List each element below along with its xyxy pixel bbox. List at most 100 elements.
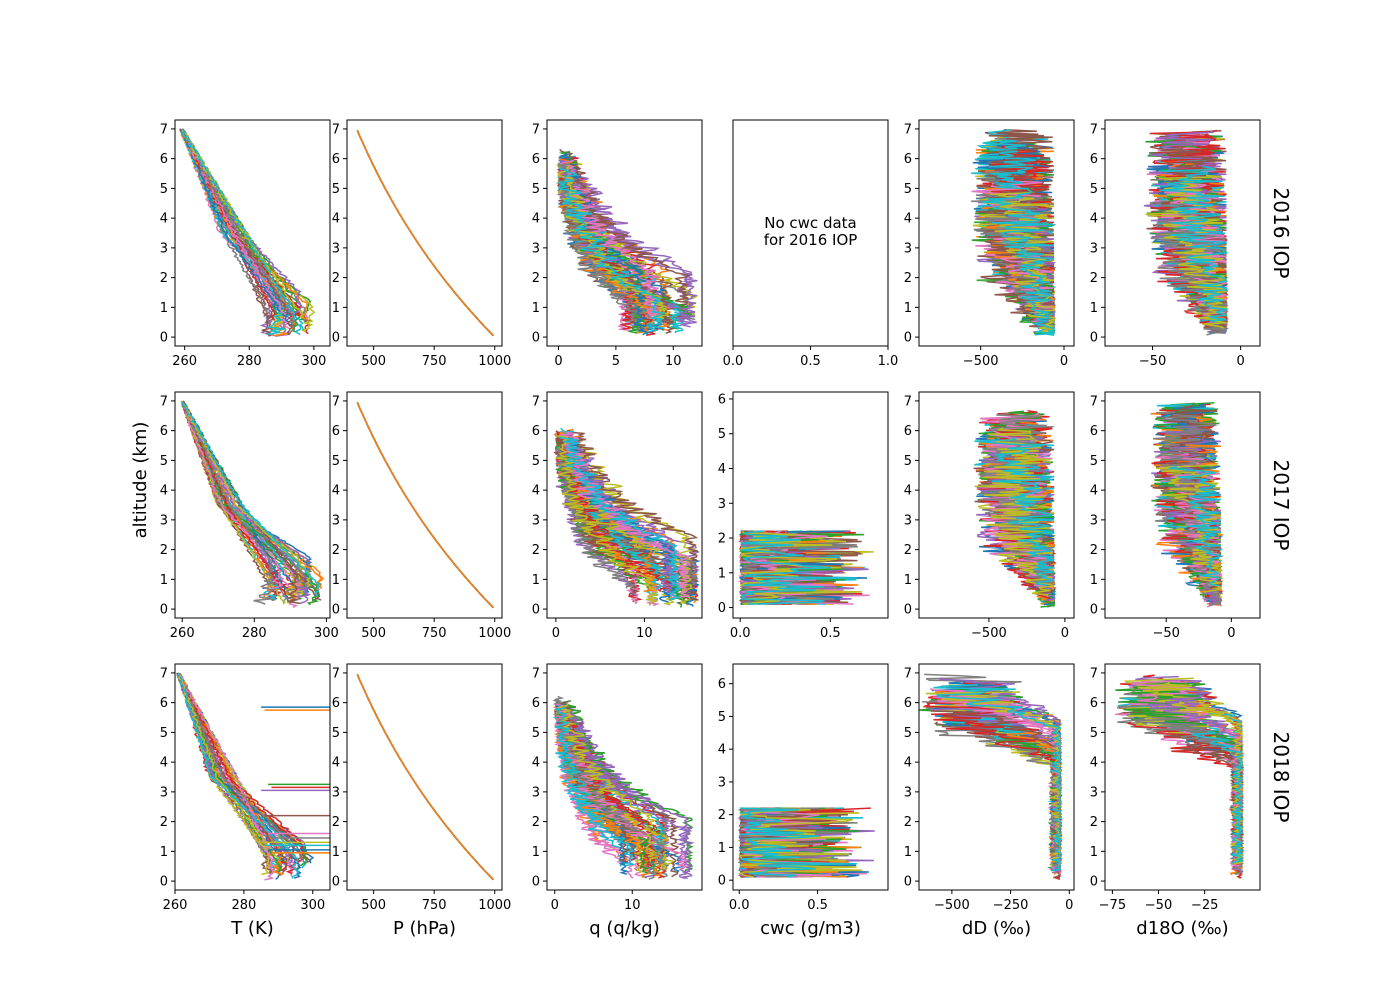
y-tick-label: 7 — [1090, 122, 1098, 137]
series-line — [925, 691, 1063, 865]
y-tick-label: 4 — [332, 212, 340, 227]
y-tick-label: 0 — [160, 603, 168, 618]
y-tick-label: 3 — [160, 241, 168, 256]
panel-2016-iop-p: 500 750 1000 0 1 2 3 4 5 6 7 — [332, 119, 511, 369]
series-group — [737, 807, 875, 878]
x-tick-label: 0.0 — [729, 898, 750, 913]
y-tick-label: 4 — [1090, 484, 1098, 499]
series-line — [177, 673, 304, 875]
y-tick-label: 6 — [532, 696, 540, 711]
axes-frame — [174, 663, 331, 891]
y-tick-label: 1 — [532, 845, 540, 860]
series-line — [356, 130, 494, 337]
series-line — [558, 431, 692, 598]
y-axis-label: altitude (km) — [130, 422, 151, 539]
series-line — [356, 130, 494, 337]
panel-2017-iop-dd: −500 0 0 1 2 3 4 5 6 7 — [904, 391, 1075, 641]
y-tick-label: 6 — [904, 424, 912, 439]
series-line — [556, 703, 658, 863]
y-tick-label: 5 — [332, 182, 340, 197]
y-tick-label: 2 — [532, 271, 540, 286]
x-tick-label: 260 — [172, 354, 197, 369]
y-tick-label: 2 — [532, 543, 540, 558]
y-tick-label: 2 — [532, 815, 540, 830]
x-tick-label: 280 — [242, 626, 267, 641]
y-tick-label: 0 — [904, 875, 912, 890]
x-tick-label: 0 — [1236, 354, 1244, 369]
series-line — [356, 674, 494, 881]
y-tick-label: 2 — [718, 808, 726, 823]
y-tick-label: 3 — [904, 513, 912, 528]
y-tick-label: 5 — [160, 454, 168, 469]
series-line — [356, 130, 494, 337]
y-tick-label: 5 — [532, 182, 540, 197]
y-tick-label: 6 — [1090, 152, 1098, 167]
x-axis-label: dD (‰) — [962, 918, 1031, 939]
y-tick-label: 1 — [1090, 301, 1098, 316]
x-tick-label: 1.0 — [878, 354, 899, 369]
y-tick-label: 6 — [532, 152, 540, 167]
x-tick-label: 500 — [361, 626, 386, 641]
y-tick-label: 0 — [718, 601, 726, 616]
y-tick-label: 0 — [332, 875, 340, 890]
series-line — [933, 683, 1063, 872]
y-tick-label: 5 — [904, 182, 912, 197]
series-line — [356, 402, 494, 609]
y-tick-label: 4 — [160, 484, 168, 499]
series-line — [181, 401, 311, 605]
series-line — [356, 402, 494, 609]
series-line — [1191, 730, 1245, 865]
y-tick-label: 2 — [904, 815, 912, 830]
y-tick-label: 1 — [160, 573, 168, 588]
y-tick-label: 0 — [532, 875, 540, 890]
x-tick-label: −500 — [934, 898, 970, 913]
axes-frame — [732, 663, 889, 891]
y-tick-label: 3 — [1090, 785, 1098, 800]
y-tick-label: 5 — [1090, 454, 1098, 469]
series-line — [356, 130, 494, 337]
y-tick-label: 2 — [160, 271, 168, 286]
panel-2016-iop-q: 0 5 10 0 1 2 3 4 5 6 7 — [532, 119, 703, 369]
y-tick-label: 3 — [718, 775, 726, 790]
x-tick-label: −250 — [993, 898, 1029, 913]
series-line — [356, 130, 494, 337]
y-tick-label: 3 — [160, 513, 168, 528]
y-tick-label: 4 — [718, 743, 726, 758]
row-label: 2018 IOP — [1269, 732, 1293, 823]
y-tick-label: 2 — [332, 543, 340, 558]
y-tick-label: 3 — [160, 785, 168, 800]
y-tick-label: 4 — [1090, 212, 1098, 227]
series-line — [739, 530, 858, 605]
y-tick-label: 4 — [532, 756, 540, 771]
x-tick-label: 0 — [551, 898, 559, 913]
y-tick-label: 5 — [718, 710, 726, 725]
y-tick-label: 7 — [532, 666, 540, 681]
y-tick-label: 2 — [160, 815, 168, 830]
y-tick-label: 0 — [718, 874, 726, 889]
series-group — [973, 410, 1058, 608]
y-tick-label: 7 — [332, 394, 340, 409]
series-line — [1005, 190, 1056, 323]
axes-frame — [346, 119, 503, 347]
series-line — [974, 437, 1056, 587]
y-tick-label: 5 — [718, 427, 726, 442]
y-tick-label: 7 — [1090, 666, 1098, 681]
x-tick-label: 1000 — [478, 626, 511, 641]
series-group — [356, 402, 494, 609]
x-tick-label: 0 — [1060, 354, 1068, 369]
series-line — [356, 402, 494, 609]
row-label: 2016 IOP — [1269, 188, 1293, 279]
series-line — [356, 674, 494, 881]
y-tick-label: 5 — [904, 454, 912, 469]
x-tick-label: 280 — [231, 898, 256, 913]
y-tick-label: 2 — [904, 271, 912, 286]
series-line — [738, 807, 863, 878]
y-tick-label: 5 — [1090, 182, 1098, 197]
series-line — [985, 191, 1055, 334]
y-tick-label: 4 — [332, 756, 340, 771]
y-tick-label: 6 — [332, 152, 340, 167]
x-tick-label: 750 — [422, 898, 447, 913]
y-tick-label: 5 — [532, 726, 540, 741]
series-line — [981, 140, 1055, 335]
